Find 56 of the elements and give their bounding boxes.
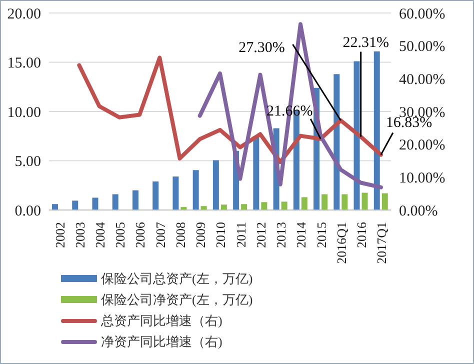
- x-tick-label: 2013: [274, 222, 289, 248]
- bar: [172, 176, 179, 210]
- x-tick-label: 2003: [72, 222, 88, 248]
- x-tick-label: 2009: [193, 222, 208, 248]
- x-tick-label: 2008: [172, 222, 188, 248]
- bar: [281, 202, 288, 210]
- x-tick-label: 2011: [233, 222, 248, 248]
- x-tick-label: 2007: [152, 222, 168, 248]
- bar: [374, 51, 380, 210]
- bar: [192, 170, 199, 210]
- bar: [261, 202, 268, 210]
- bar: [52, 204, 58, 210]
- legend-label: 保险公司总资产(左，万亿): [101, 270, 253, 288]
- data-label: 27.30%: [238, 40, 285, 56]
- bar: [92, 198, 98, 210]
- bar: [241, 204, 248, 210]
- bar: [382, 193, 388, 210]
- bar: [253, 136, 260, 210]
- y2-tick-label: 0.00%: [399, 203, 438, 220]
- bar: [152, 181, 159, 210]
- legend-label: 保险公司净资产(左，万亿): [101, 291, 253, 309]
- legend-label: 净资产同比增速（右): [101, 333, 222, 351]
- x-tick-label: 2004: [92, 222, 108, 248]
- y-tick-label: 10.00: [7, 104, 41, 121]
- y2-tick-label: 10.00%: [399, 170, 446, 186]
- y-tick-label: 15.00: [7, 56, 41, 72]
- x-tick-label: 2002: [52, 222, 68, 248]
- x-tick-label: 2006: [132, 222, 148, 248]
- x-tick-label: 2017Q1: [374, 222, 390, 264]
- y2-tick-label: 50.00%: [399, 39, 446, 56]
- line-series: [77, 56, 383, 164]
- x-tick-label: 2015: [314, 222, 329, 248]
- y2-tick-label: 60.00%: [399, 6, 446, 22]
- bar: [212, 160, 219, 210]
- y-tick-label: 0.00: [14, 203, 41, 220]
- x-tick-label: 2014: [294, 222, 309, 248]
- x-tick-label: 2016: [354, 222, 370, 248]
- bar: [342, 194, 348, 210]
- data-label: 22.31%: [342, 35, 389, 52]
- y-tick-label: 5.00: [14, 154, 41, 170]
- y2-tick-label: 40.00%: [399, 72, 446, 88]
- bar: [112, 194, 118, 210]
- legend-label: 总资产同比增速（右): [101, 312, 222, 330]
- x-tick-label: 2012: [253, 222, 268, 248]
- bar: [301, 197, 308, 210]
- bar: [322, 194, 328, 210]
- y-tick-label: 20.00: [7, 6, 41, 22]
- bar: [72, 200, 78, 210]
- bar: [132, 190, 138, 210]
- bar: [220, 204, 227, 210]
- y2-tick-label: 20.00%: [399, 138, 446, 154]
- bar: [362, 192, 368, 210]
- x-tick-label: 2010: [213, 222, 228, 248]
- x-tick-label: 2005: [112, 222, 128, 248]
- x-tick-label: 2016Q1: [334, 222, 349, 264]
- bar: [354, 61, 360, 210]
